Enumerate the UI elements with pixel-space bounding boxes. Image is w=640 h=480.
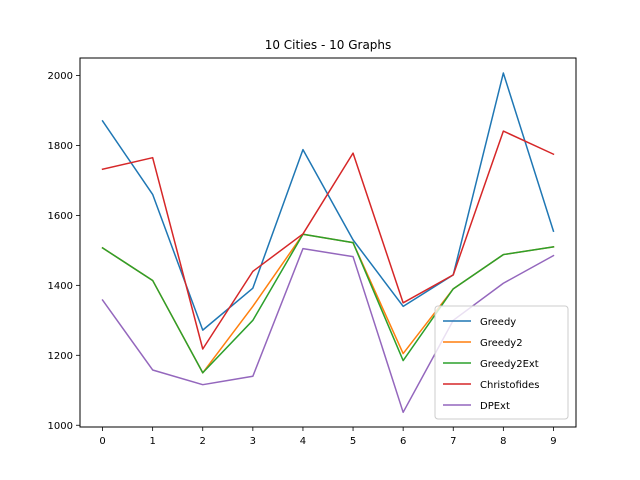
series-line-dpext [101,247,555,414]
series-line-greedy2ext [101,233,555,374]
chart-title: 10 Cities - 10 Graphs [265,38,392,52]
legend-label: Greedy2Ext [480,359,539,370]
x-tick-label: 2 [200,436,206,447]
x-tick-label: 3 [250,436,256,447]
x-tick-label: 1 [149,436,155,447]
x-tick-label: 0 [99,436,105,447]
x-tick-label: 5 [350,436,356,447]
legend-box [434,305,569,420]
series-line-christofides [101,130,555,350]
y-axis: 1000 1200 1400 1600 1800 2000 [48,71,80,432]
y-tick-label: 2000 [48,71,73,82]
y-tick-label: 1000 [48,421,73,432]
legend-label: Greedy2 [480,338,523,349]
legend: Greedy Greedy2 Greedy2Ext Christofides DPExt [434,305,569,420]
x-tick-label: 7 [450,436,456,447]
x-tick-label: 8 [500,436,506,447]
x-tick-label: 9 [550,436,556,447]
x-tick-label: 4 [300,436,306,447]
x-axis: 0 1 2 3 4 5 6 7 8 9 [99,427,557,447]
y-tick-label: 1800 [48,141,73,152]
legend-label: Christofides [480,380,539,391]
legend-label: Greedy [480,317,516,328]
legend-label: DPExt [480,401,510,412]
series-lines [101,72,555,414]
y-tick-label: 1600 [48,211,73,222]
y-tick-label: 1400 [48,281,73,292]
plot-frame [79,57,577,428]
x-tick-label: 6 [400,436,406,447]
y-tick-label: 1200 [48,351,73,362]
